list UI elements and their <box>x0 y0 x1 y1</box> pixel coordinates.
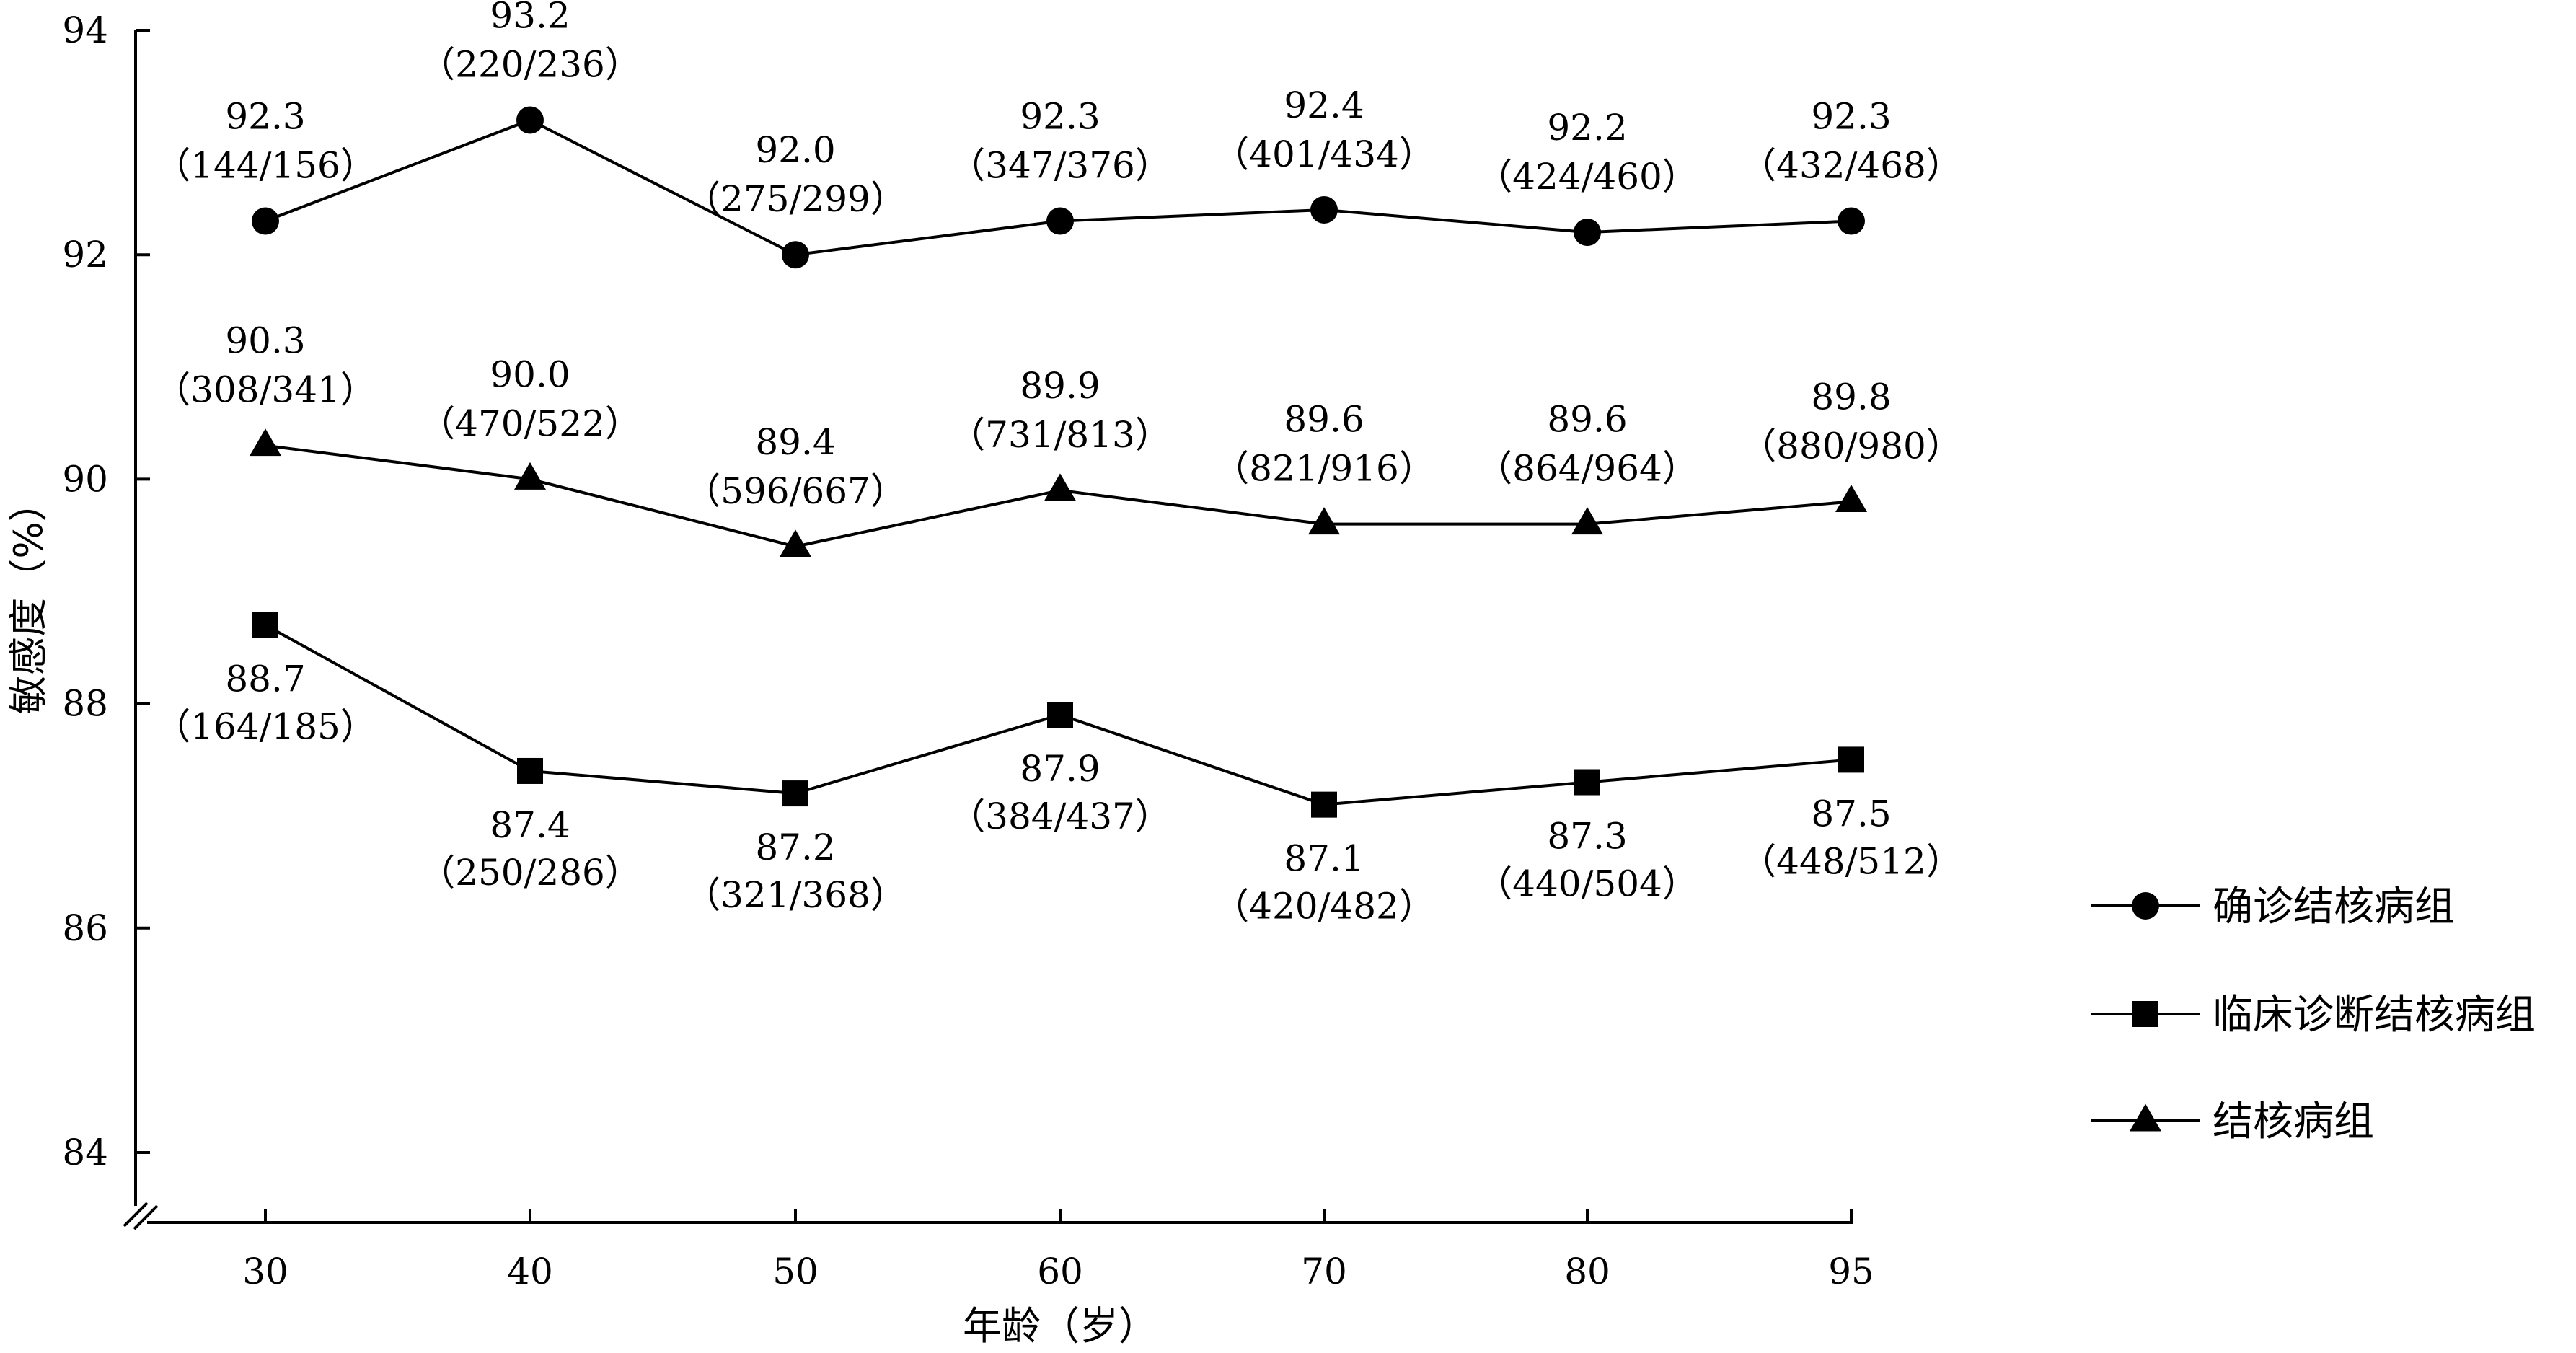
data-label-value: 87.5 <box>1811 793 1891 834</box>
data-label-value: 87.2 <box>755 827 835 868</box>
data-label-value: 89.4 <box>755 421 835 463</box>
legend-label: 结核病组 <box>2213 1098 2374 1145</box>
data-point-triangle <box>780 529 811 557</box>
data-label-value: 90.0 <box>490 353 570 395</box>
data-point-circle <box>782 241 809 269</box>
data-point-circle <box>1310 195 1338 224</box>
x-tick-label: 30 <box>242 1251 288 1292</box>
data-label-count: （432/468） <box>1740 145 1962 187</box>
data-label-value: 90.3 <box>225 320 305 362</box>
data-label-value: 92.3 <box>1020 96 1100 138</box>
data-label-count: （420/482） <box>1213 886 1435 927</box>
data-point-circle <box>1046 207 1074 235</box>
data-label-value: 89.9 <box>1020 365 1100 407</box>
data-label-count: （448/512） <box>1740 840 1962 882</box>
legend-item: 结核病组 <box>2091 1098 2374 1145</box>
y-tick-label: 90 <box>62 458 108 500</box>
y-tick-label: 88 <box>62 683 108 725</box>
data-label-count: （731/813） <box>949 414 1171 456</box>
data-point-circle <box>252 207 279 235</box>
data-label-value: 89.8 <box>1811 376 1891 418</box>
data-label-count: （821/916） <box>1213 448 1435 490</box>
x-tick-label: 60 <box>1037 1251 1083 1292</box>
data-point-triangle <box>250 428 281 457</box>
legend-item: 临床诊断结核病组 <box>2091 992 2536 1039</box>
y-axis-title: 敏感度（%） <box>6 482 51 714</box>
axis-break-mark <box>133 1204 159 1230</box>
data-point-triangle <box>1308 507 1340 535</box>
data-label-count: （440/504） <box>1476 863 1698 905</box>
legend-label: 确诊结核病组 <box>2213 883 2455 930</box>
data-label-value: 92.4 <box>1284 84 1364 126</box>
legend-marker <box>2132 1001 2158 1027</box>
legend-marker <box>2132 892 2159 920</box>
series-layer <box>250 106 1867 818</box>
data-label-count: （384/437） <box>949 796 1171 837</box>
x-tick-label: 40 <box>507 1251 553 1292</box>
legend-marker <box>2130 1103 2161 1132</box>
x-tick-label: 50 <box>772 1251 819 1292</box>
data-point-square <box>252 612 278 638</box>
data-point-square <box>1574 769 1600 796</box>
data-label-count: （321/368） <box>684 874 907 916</box>
data-label-count: （424/460） <box>1476 156 1698 198</box>
legend-item: 确诊结核病组 <box>2091 883 2455 930</box>
y-tick-label: 86 <box>62 907 108 949</box>
data-label-count: （401/434） <box>1213 133 1435 175</box>
y-tick-label: 84 <box>62 1132 108 1173</box>
y-tick-label: 92 <box>62 234 108 276</box>
data-label-count: （308/341） <box>154 369 376 411</box>
data-label-value: 92.2 <box>1547 107 1627 149</box>
data-label-count: （144/156） <box>154 145 376 187</box>
data-label-count: （347/376） <box>949 145 1171 187</box>
data-label-value: 92.3 <box>1811 96 1891 138</box>
data-point-square <box>1311 791 1337 818</box>
data-label-value: 92.3 <box>225 96 305 138</box>
data-label-value: 89.6 <box>1547 399 1627 441</box>
data-point-square <box>517 757 543 784</box>
data-point-circle <box>516 106 544 134</box>
data-label-value: 92.0 <box>755 129 835 171</box>
x-tick-label: 95 <box>1828 1251 1874 1292</box>
data-label-count: （164/185） <box>154 706 376 748</box>
data-label-value: 93.2 <box>490 0 570 36</box>
data-label-count: （275/299） <box>684 178 907 220</box>
data-label-count: （470/522） <box>419 402 641 444</box>
data-point-triangle <box>514 462 546 490</box>
data-point-triangle <box>1571 507 1603 535</box>
axis-break-mark <box>123 1202 149 1228</box>
data-label-value: 87.4 <box>490 804 570 846</box>
data-point-triangle <box>1044 473 1076 501</box>
axes: 84 86 88 90 92 94 30 40 50 60 70 80 95 年龄（岁） 敏感度（%） <box>6 9 1874 1349</box>
data-label-count: （880/980） <box>1740 426 1962 467</box>
data-label-value: 88.7 <box>225 658 305 700</box>
data-label-count: （250/286） <box>419 852 641 894</box>
data-label-value: 87.1 <box>1284 838 1364 880</box>
legend-label: 临床诊断结核病组 <box>2213 992 2536 1039</box>
data-point-circle <box>1838 207 1865 235</box>
data-point-square <box>1047 702 1073 728</box>
data-labels: 92.3 （144/156） 93.2 （220/236） 92.0 （275/299） 9… <box>154 0 1962 927</box>
data-point-triangle <box>1835 484 1867 512</box>
data-label-value: 87.3 <box>1547 816 1627 858</box>
x-tick-label: 80 <box>1564 1251 1610 1292</box>
data-label-count: （220/236） <box>419 43 641 85</box>
data-point-square <box>1838 746 1864 773</box>
data-point-square <box>782 780 808 807</box>
data-label-count: （864/964） <box>1476 448 1698 490</box>
data-label-value: 87.9 <box>1020 748 1100 790</box>
data-label-count: （596/667） <box>684 470 907 512</box>
x-tick-label: 70 <box>1301 1251 1347 1292</box>
data-label-value: 89.6 <box>1284 399 1364 441</box>
x-axis-title: 年龄（岁） <box>963 1303 1157 1349</box>
data-point-circle <box>1574 219 1601 247</box>
y-tick-label: 94 <box>62 9 108 51</box>
